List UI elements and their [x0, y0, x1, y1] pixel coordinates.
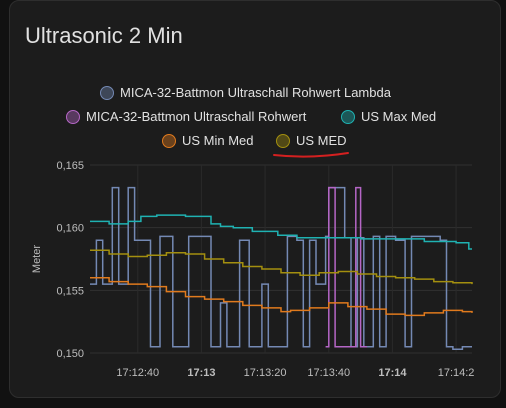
y-tick-label: 0,160: [56, 223, 84, 235]
legend-label-rohwert: MICA-32-Battmon Ultraschall Rohwert: [86, 109, 307, 124]
line-chart: 0,150 0,155 0,160 0,165 17:12:40 17:13 17:13:2…: [31, 160, 475, 379]
legend-swatch-rohwert: [66, 109, 80, 124]
legend-item-rohwert-lambda[interactable]: MICA-32-Battmon Ultraschall Rohwert Lamb…: [100, 85, 391, 100]
y-tick-label: 0,150: [56, 348, 84, 360]
series-line-2: [90, 214, 472, 250]
series-line-4: [90, 249, 473, 285]
x-tick-label: 17:13: [187, 367, 215, 379]
legend-swatch-rohwert-lambda: [100, 85, 114, 100]
y-tick-label: 0,165: [56, 160, 84, 172]
legend-label-us-min-med: US Min Med: [182, 133, 254, 148]
x-tick-label: 17:13:20: [244, 367, 287, 379]
legend-label-rohwert-lambda: MICA-32-Battmon Ultraschall Rohwert Lamb…: [120, 85, 391, 100]
card-title: Ultrasonic 2 Min: [25, 23, 183, 48]
legend-item-us-min-med[interactable]: US Min Med: [162, 133, 254, 148]
legend-label-us-med: US MED: [296, 133, 347, 148]
legend-label-us-max-med: US Max Med: [361, 109, 437, 124]
chart-legend: MICA-32-Battmon Ultraschall Rohwert Lamb…: [10, 1, 500, 397]
y-axis-label: Meter: [31, 245, 43, 273]
series-line-1: [325, 186, 367, 348]
y-tick-label: 0,155: [56, 285, 84, 297]
x-tick-label: 17:14:2: [438, 367, 475, 379]
history-graph-card: Ultrasonic 2 Min MICA-32-Battmon Ultrasc…: [9, 0, 501, 398]
series-line-0: [90, 186, 472, 350]
x-tick-label: 17:14: [378, 367, 407, 379]
series-line-3: [90, 277, 473, 317]
legend-swatch-us-max-med: [341, 109, 355, 124]
legend-item-rohwert[interactable]: MICA-32-Battmon Ultraschall Rohwert: [66, 109, 306, 124]
x-tick-label: 17:12:40: [116, 367, 159, 379]
legend-swatch-us-med: [276, 133, 290, 148]
legend-swatch-us-min-med: [162, 133, 176, 148]
legend-item-us-med[interactable]: US MED: [276, 133, 347, 148]
legend-item-us-max-med[interactable]: US Max Med: [341, 109, 436, 124]
x-tick-label: 17:13:40: [307, 367, 350, 379]
